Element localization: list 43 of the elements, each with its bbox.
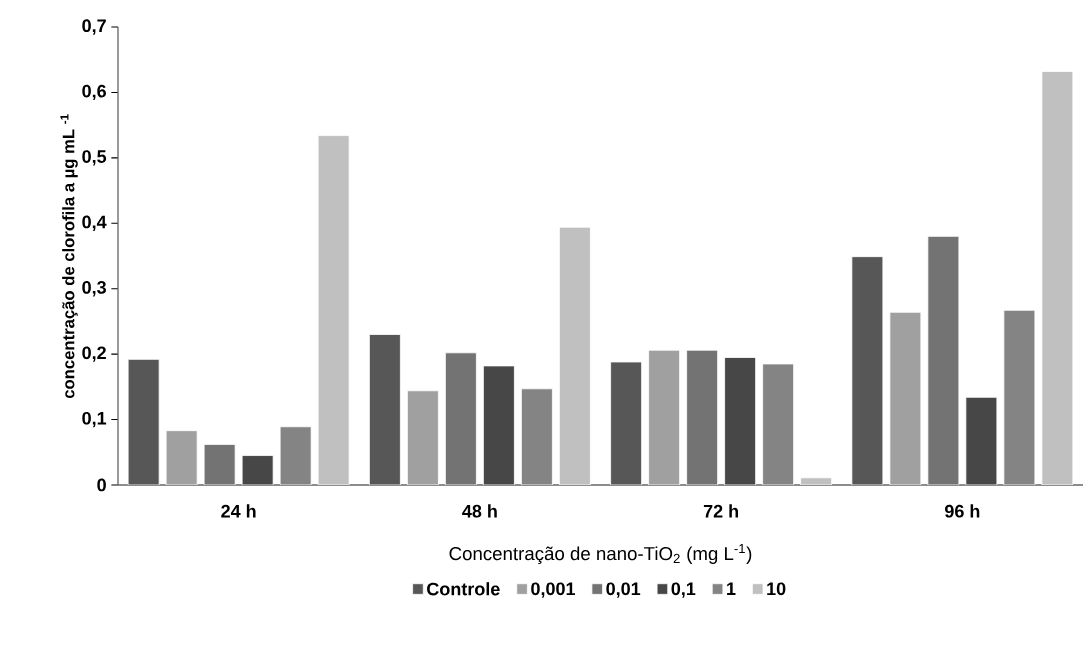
bar bbox=[851, 256, 884, 485]
bar bbox=[762, 363, 795, 485]
y-tick-label: 0,5 bbox=[82, 150, 107, 166]
x-tick-label: 72 h bbox=[703, 504, 739, 518]
legend-label: Controle bbox=[427, 582, 500, 596]
y-tick-label: 0 bbox=[97, 478, 106, 492]
bar bbox=[317, 135, 350, 485]
bar bbox=[648, 349, 681, 485]
bar bbox=[482, 365, 515, 485]
bar bbox=[610, 361, 643, 485]
y-tick-label: 0,7 bbox=[82, 19, 106, 35]
y-tick-label: 0,3 bbox=[82, 281, 106, 297]
bar bbox=[203, 444, 236, 485]
legend-label: 0,01 bbox=[606, 582, 641, 598]
bar bbox=[279, 426, 312, 485]
bar bbox=[558, 226, 591, 485]
legend-label: 0,1 bbox=[671, 582, 696, 598]
bar bbox=[724, 357, 757, 485]
y-axis-title: concentração de clorofila a µg mL $^{-1}$ bbox=[60, 114, 78, 399]
y-tick-label: 0,6 bbox=[82, 84, 106, 101]
bar bbox=[406, 390, 439, 485]
bar bbox=[127, 358, 160, 485]
y-tick-label: 0,1 bbox=[82, 411, 107, 428]
y-tick-label: 0,2 bbox=[82, 346, 106, 362]
x-tick-label: 96 h bbox=[945, 504, 980, 518]
legend-label: 10 bbox=[767, 582, 786, 596]
bar bbox=[520, 388, 553, 485]
bar bbox=[965, 396, 998, 485]
x-axis-title: Concentração de nano-TiO$_{2}$ (mg L$^{-1}$) bbox=[449, 544, 752, 564]
bar bbox=[444, 352, 477, 485]
bar bbox=[1041, 71, 1074, 485]
legend-label: 1 bbox=[727, 582, 736, 595]
x-tick-label: 48 h bbox=[462, 504, 497, 518]
y-tick-label: 0,4 bbox=[82, 215, 107, 231]
x-tick-label: 24 h bbox=[221, 504, 256, 518]
bar bbox=[165, 430, 198, 485]
bar bbox=[889, 311, 922, 485]
bar bbox=[686, 349, 719, 485]
bar bbox=[800, 477, 833, 485]
bar bbox=[1003, 309, 1036, 485]
bar bbox=[368, 334, 401, 485]
bar bbox=[927, 235, 960, 485]
legend-label: 0,001 bbox=[531, 582, 576, 598]
